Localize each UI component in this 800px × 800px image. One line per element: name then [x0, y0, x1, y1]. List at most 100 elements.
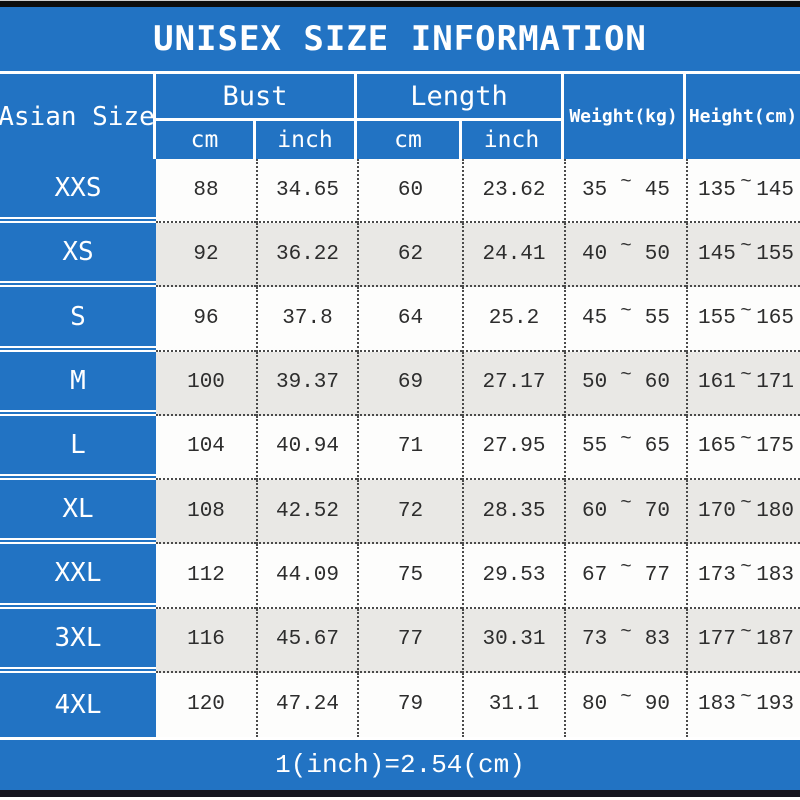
header-bust-inch: inch [256, 121, 357, 159]
weight-min-value: 50 [582, 371, 608, 395]
height-min-value: 170 [698, 499, 736, 523]
weight-min-value: 73 [582, 628, 608, 652]
weight-min-value: 40 [582, 242, 608, 266]
length-cm-value: 77 [357, 608, 462, 673]
table-row: XXS 88 34.65 60 23.62 35 ~ 45 135 ~ 145 [0, 159, 800, 224]
size-label: 3XL [0, 608, 156, 673]
tilde-symbol: ~ [620, 235, 632, 258]
weight-range: 60 ~ 70 [564, 480, 686, 545]
height-range: 135 ~ 145 [686, 159, 800, 224]
height-max-value: 171 [756, 371, 794, 395]
page-title: UNISEX SIZE INFORMATION [153, 19, 647, 59]
bust-cm-value: 112 [156, 544, 256, 609]
length-inch-value: 24.41 [462, 223, 564, 288]
length-inch-value: 23.62 [462, 159, 564, 224]
bust-inch-value: 44.09 [256, 544, 357, 609]
tilde-symbol: ~ [620, 620, 632, 643]
weight-range: 35 ~ 45 [564, 159, 686, 224]
height-range: 161 ~ 171 [686, 351, 800, 416]
height-max-value: 145 [756, 178, 794, 202]
bust-inch-value: 39.37 [256, 351, 357, 416]
weight-range: 80 ~ 90 [564, 672, 686, 737]
length-cm-value: 60 [357, 159, 462, 224]
size-label: XL [0, 480, 156, 545]
height-min-value: 155 [698, 307, 736, 331]
bust-inch-value: 45.67 [256, 608, 357, 673]
tilde-symbol: ~ [740, 620, 752, 643]
bust-inch-value: 37.8 [256, 287, 357, 352]
length-cm-value: 64 [357, 287, 462, 352]
bust-cm-value: 104 [156, 415, 256, 481]
weight-min-value: 55 [582, 435, 608, 459]
height-min-value: 173 [698, 563, 736, 587]
bust-inch-value: 40.94 [256, 415, 357, 481]
tilde-symbol: ~ [740, 685, 752, 708]
size-label: XXL [0, 544, 156, 609]
length-inch-value: 27.95 [462, 415, 564, 481]
weight-max-value: 55 [644, 307, 670, 331]
tilde-symbol: ~ [620, 363, 632, 386]
height-range: 145 ~ 155 [686, 223, 800, 288]
length-cm-value: 69 [357, 351, 462, 416]
height-min-value: 161 [698, 371, 736, 395]
tilde-symbol: ~ [620, 492, 632, 515]
height-range: 155 ~ 165 [686, 287, 800, 352]
table-row: M 100 39.37 69 27.17 50 ~ 60 161 ~ 171 [0, 351, 800, 416]
length-cm-value: 62 [357, 223, 462, 288]
table-row: XXL 112 44.09 75 29.53 67 ~ 77 173 ~ 183 [0, 544, 800, 609]
table-header: Asian Size Bust Length Weight(kg) Height… [0, 74, 800, 159]
height-range: 173 ~ 183 [686, 544, 800, 609]
length-cm-value: 72 [357, 480, 462, 545]
length-inch-value: 29.53 [462, 544, 564, 609]
weight-min-value: 80 [582, 693, 608, 717]
weight-max-value: 50 [644, 242, 670, 266]
weight-min-value: 45 [582, 307, 608, 331]
height-max-value: 183 [756, 563, 794, 587]
table-row: XL 108 42.52 72 28.35 60 ~ 70 170 ~ 180 [0, 480, 800, 545]
weight-range: 73 ~ 83 [564, 608, 686, 673]
weight-max-value: 60 [644, 371, 670, 395]
size-label: L [0, 415, 156, 481]
weight-min-value: 60 [582, 499, 608, 523]
length-inch-value: 27.17 [462, 351, 564, 416]
tilde-symbol: ~ [740, 235, 752, 258]
tilde-symbol: ~ [740, 427, 752, 450]
conversion-note: 1(inch)=2.54(cm) [275, 750, 525, 780]
size-label: M [0, 351, 156, 416]
height-max-value: 187 [756, 628, 794, 652]
height-max-value: 165 [756, 307, 794, 331]
bust-inch-value: 34.65 [256, 159, 357, 224]
length-inch-value: 25.2 [462, 287, 564, 352]
length-cm-value: 79 [357, 672, 462, 737]
weight-range: 45 ~ 55 [564, 287, 686, 352]
tilde-symbol: ~ [620, 171, 632, 194]
bust-cm-value: 108 [156, 480, 256, 545]
bottom-border-bar [0, 790, 800, 797]
height-range: 165 ~ 175 [686, 415, 800, 481]
weight-range: 55 ~ 65 [564, 415, 686, 481]
tilde-symbol: ~ [740, 299, 752, 322]
tilde-symbol: ~ [620, 299, 632, 322]
size-label: XS [0, 223, 156, 288]
title-band: UNISEX SIZE INFORMATION [0, 7, 800, 74]
length-inch-value: 30.31 [462, 608, 564, 673]
header-length-cm: cm [357, 121, 462, 159]
table-row: L 104 40.94 71 27.95 55 ~ 65 165 ~ 175 [0, 415, 800, 481]
weight-max-value: 90 [644, 693, 670, 717]
bust-cm-value: 96 [156, 287, 256, 352]
weight-min-value: 67 [582, 563, 608, 587]
weight-range: 50 ~ 60 [564, 351, 686, 416]
height-max-value: 193 [756, 693, 794, 717]
height-min-value: 183 [698, 693, 736, 717]
weight-max-value: 70 [644, 499, 670, 523]
table-row: 4XL 120 47.24 79 31.1 80 ~ 90 183 ~ 193 [0, 672, 800, 737]
footer-band: 1(inch)=2.54(cm) [0, 737, 800, 790]
height-range: 170 ~ 180 [686, 480, 800, 545]
length-cm-value: 75 [357, 544, 462, 609]
bust-cm-value: 120 [156, 672, 256, 737]
header-bust: Bust [156, 74, 357, 121]
length-cm-value: 71 [357, 415, 462, 481]
tilde-symbol: ~ [620, 556, 632, 579]
table-body: XXS 88 34.65 60 23.62 35 ~ 45 135 ~ 145 … [0, 159, 800, 737]
height-range: 183 ~ 193 [686, 672, 800, 737]
